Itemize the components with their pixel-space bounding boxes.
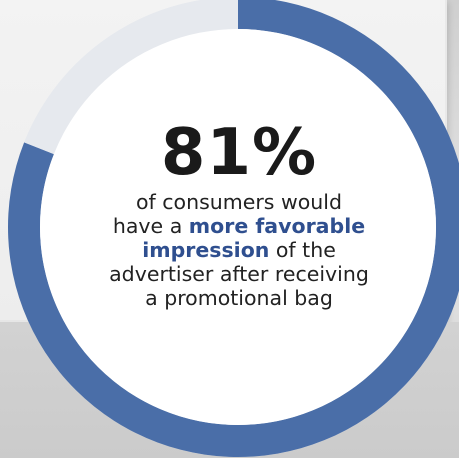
caption-segment: of the [269,238,336,262]
donut-slice-remaining [24,0,238,155]
caption-segment: of consumers would [136,190,342,214]
caption-emphasis: impression [142,238,270,262]
caption-line: have a more favorable [64,214,414,238]
caption-line: of consumers would [64,190,414,214]
caption-emphasis: more favorable [188,214,366,238]
caption-segment: advertiser after receiving [109,262,369,286]
caption-line: advertiser after receiving [64,262,414,286]
caption-line: a promotional bag [64,286,414,310]
donut-center-disc [40,29,436,425]
caption-segment: have a [112,214,189,238]
percentage-value: 81% [160,116,318,190]
chart-annotation: 81% of consumers would have a more favora… [64,118,414,310]
caption-text: of consumers would have a more favorable i… [64,190,414,310]
caption-segment: a promotional bag [145,286,333,310]
caption-line: impression of the [64,238,414,262]
